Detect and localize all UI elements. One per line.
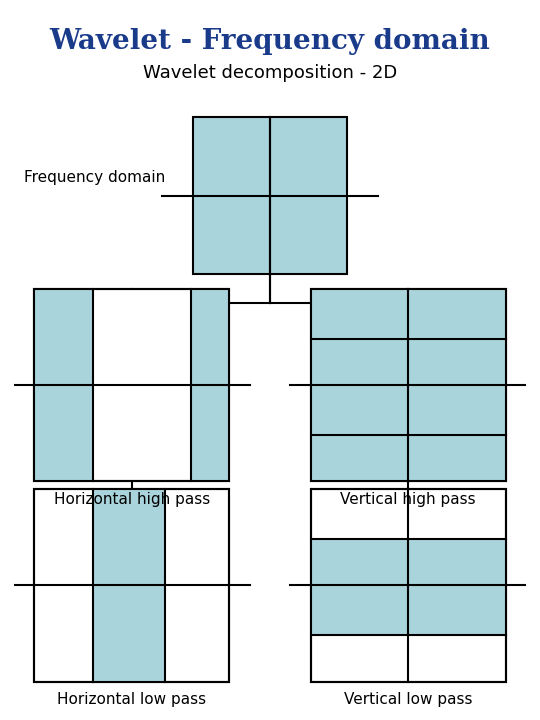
FancyBboxPatch shape	[311, 289, 505, 435]
Text: Wavelet decomposition - 2D: Wavelet decomposition - 2D	[143, 63, 397, 81]
FancyBboxPatch shape	[311, 539, 505, 635]
FancyBboxPatch shape	[311, 289, 505, 482]
Text: Horizontal low pass: Horizontal low pass	[57, 692, 206, 707]
Text: Vertical high pass: Vertical high pass	[341, 492, 476, 507]
Text: Horizontal high pass: Horizontal high pass	[53, 492, 210, 507]
FancyBboxPatch shape	[193, 117, 347, 274]
FancyBboxPatch shape	[311, 338, 505, 482]
FancyBboxPatch shape	[93, 489, 165, 682]
FancyBboxPatch shape	[35, 489, 229, 682]
Text: Wavelet - Frequency domain: Wavelet - Frequency domain	[50, 28, 490, 55]
Text: Frequency domain: Frequency domain	[24, 170, 165, 185]
FancyBboxPatch shape	[311, 489, 505, 682]
FancyBboxPatch shape	[35, 289, 229, 482]
FancyBboxPatch shape	[191, 289, 229, 482]
FancyBboxPatch shape	[35, 289, 93, 482]
Text: Vertical low pass: Vertical low pass	[344, 692, 472, 707]
